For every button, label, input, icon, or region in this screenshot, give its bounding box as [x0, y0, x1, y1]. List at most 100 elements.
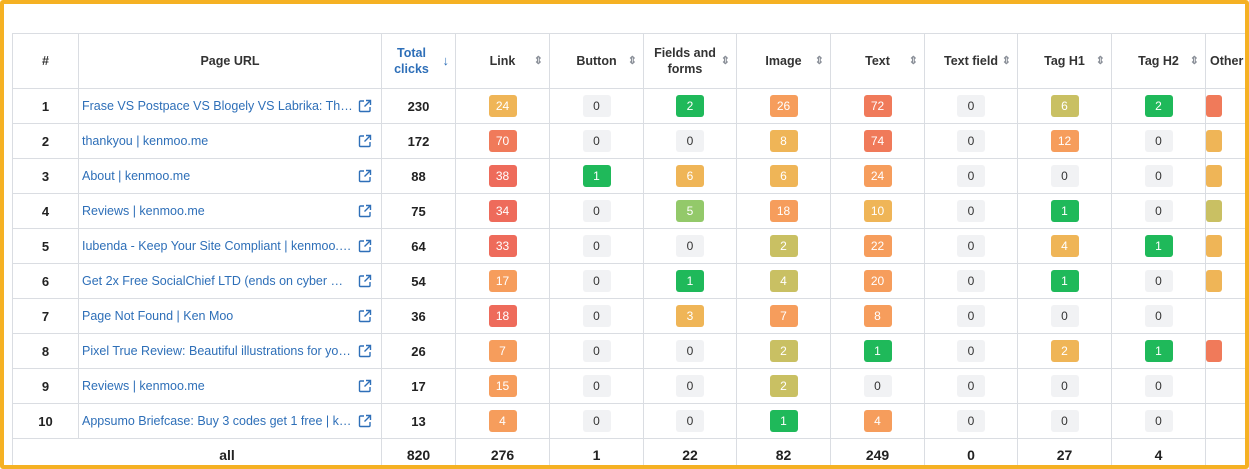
link-badge[interactable]: 18: [488, 305, 517, 327]
sort-updown-icon[interactable]: ⇕: [1095, 55, 1105, 67]
fields-badge[interactable]: 3: [676, 305, 704, 327]
col-header-fields-forms[interactable]: Fields and forms ⇕: [643, 33, 737, 89]
col-header-page-url[interactable]: Page URL: [78, 33, 382, 89]
text-badge[interactable]: 10: [863, 200, 892, 222]
page-url-link[interactable]: Frase VS Postpace VS Blogely VS Labrika:…: [82, 99, 353, 113]
fields-badge[interactable]: 5: [676, 200, 704, 222]
image-badge[interactable]: 8: [769, 130, 798, 152]
link-badge[interactable]: 70: [488, 130, 517, 152]
table-row[interactable]: 8 Pixel True Review: Beautiful illustrati…: [12, 333, 1245, 369]
col-header-button[interactable]: Button ⇕: [549, 33, 644, 89]
sort-updown-icon[interactable]: ⇕: [1001, 55, 1011, 67]
text-field-badge[interactable]: 0: [957, 270, 985, 292]
text-field-badge[interactable]: 0: [957, 340, 985, 362]
fields-badge[interactable]: 1: [676, 270, 704, 292]
external-link-icon[interactable]: [358, 414, 372, 428]
text-badge[interactable]: 22: [863, 235, 892, 257]
text-badge[interactable]: 74: [863, 130, 892, 152]
col-header-tag-h1[interactable]: Tag H1 ⇕: [1017, 33, 1112, 89]
other-badge[interactable]: [1206, 235, 1222, 257]
link-badge[interactable]: 34: [488, 200, 517, 222]
image-badge[interactable]: 4: [769, 270, 798, 292]
sort-updown-icon[interactable]: ⇕: [627, 55, 637, 67]
h2-badge[interactable]: 0: [1144, 200, 1173, 222]
other-badge[interactable]: [1206, 165, 1222, 187]
image-badge[interactable]: 6: [769, 165, 798, 187]
sort-updown-icon[interactable]: ⇕: [1189, 55, 1199, 67]
fields-badge[interactable]: 0: [676, 410, 704, 432]
table-row[interactable]: 4 Reviews | kenmoo.me 75 34 0 5 18 10 0 1 0: [12, 193, 1245, 229]
col-header-link[interactable]: Link ⇕: [455, 33, 550, 89]
image-badge[interactable]: 2: [769, 340, 798, 362]
text-badge[interactable]: 4: [863, 410, 892, 432]
col-header-other[interactable]: Other: [1205, 33, 1245, 89]
table-row[interactable]: 7 Page Not Found | Ken Moo 36 18 0 3 7 8 0 0 0: [12, 298, 1245, 334]
other-badge[interactable]: [1206, 95, 1222, 117]
text-badge[interactable]: 1: [863, 340, 892, 362]
h2-badge[interactable]: 0: [1144, 165, 1173, 187]
external-link-icon[interactable]: [358, 379, 372, 393]
image-badge[interactable]: 26: [769, 95, 798, 117]
h1-badge[interactable]: 4: [1050, 235, 1079, 257]
h2-badge[interactable]: 0: [1144, 270, 1173, 292]
other-badge[interactable]: [1206, 200, 1222, 222]
table-row[interactable]: 3 About | kenmoo.me 88 38 1 6 6 24 0 0 0: [12, 158, 1245, 194]
h2-badge[interactable]: 0: [1144, 130, 1173, 152]
table-row[interactable]: 1 Frase VS Postpace VS Blogely VS Labrika…: [12, 88, 1245, 124]
external-link-icon[interactable]: [358, 169, 372, 183]
other-badge[interactable]: [1206, 130, 1222, 152]
page-url-link[interactable]: Reviews | kenmoo.me: [82, 204, 205, 218]
fields-badge[interactable]: 0: [676, 375, 704, 397]
h1-badge[interactable]: 1: [1050, 200, 1079, 222]
col-header-tag-h2[interactable]: Tag H2 ⇕: [1111, 33, 1206, 89]
table-row[interactable]: 1 0 Appsumo Briefcase: Buy 3 codes get 1 f…: [12, 403, 1245, 439]
external-link-icon[interactable]: [358, 239, 372, 253]
table-row[interactable]: 5 Iubenda - Keep Your Site Compliant | ke…: [12, 228, 1245, 264]
h1-badge[interactable]: 0: [1050, 410, 1079, 432]
h2-badge[interactable]: 0: [1144, 305, 1173, 327]
text-badge[interactable]: 24: [863, 165, 892, 187]
table-row[interactable]: 6 Get 2x Free SocialChief LTD (ends on cy…: [12, 263, 1245, 299]
text-badge[interactable]: 8: [863, 305, 892, 327]
page-url-link[interactable]: Appsumo Briefcase: Buy 3 codes get 1 fre…: [82, 414, 353, 428]
h1-badge[interactable]: 6: [1050, 95, 1079, 117]
page-url-link[interactable]: Get 2x Free SocialChief LTD (ends on cyb…: [82, 274, 353, 288]
fields-badge[interactable]: 0: [676, 340, 704, 362]
page-url-link[interactable]: About | kenmoo.me: [82, 169, 191, 183]
button-badge[interactable]: 0: [582, 235, 611, 257]
col-header-text[interactable]: Text ⇕: [830, 33, 925, 89]
link-badge[interactable]: 33: [488, 235, 517, 257]
external-link-icon[interactable]: [358, 344, 372, 358]
h2-badge[interactable]: 2: [1144, 95, 1173, 117]
fields-badge[interactable]: 0: [676, 235, 704, 257]
text-field-badge[interactable]: 0: [957, 410, 985, 432]
button-badge[interactable]: 0: [582, 375, 611, 397]
h1-badge[interactable]: 1: [1050, 270, 1079, 292]
text-field-badge[interactable]: 0: [957, 305, 985, 327]
button-badge[interactable]: 1: [582, 165, 611, 187]
h1-badge[interactable]: 0: [1050, 165, 1079, 187]
text-field-badge[interactable]: 0: [957, 95, 985, 117]
h2-badge[interactable]: 1: [1144, 235, 1173, 257]
other-badge[interactable]: [1206, 270, 1222, 292]
text-field-badge[interactable]: 0: [957, 375, 985, 397]
external-link-icon[interactable]: [358, 99, 372, 113]
fields-badge[interactable]: 0: [676, 130, 704, 152]
h1-badge[interactable]: 0: [1050, 305, 1079, 327]
text-badge[interactable]: 72: [863, 95, 892, 117]
h2-badge[interactable]: 0: [1144, 410, 1173, 432]
page-url-link[interactable]: Reviews | kenmoo.me: [82, 379, 205, 393]
image-badge[interactable]: 2: [769, 375, 798, 397]
h1-badge[interactable]: 12: [1050, 130, 1079, 152]
text-badge[interactable]: 0: [863, 375, 892, 397]
heatmap-table-container[interactable]: # Page URL Total clicks ↓ Link ⇕ Button ⇕ F…: [12, 33, 1245, 469]
text-field-badge[interactable]: 0: [957, 130, 985, 152]
button-badge[interactable]: 0: [582, 130, 611, 152]
sort-updown-icon[interactable]: ⇕: [814, 55, 824, 67]
image-badge[interactable]: 1: [769, 410, 798, 432]
text-field-badge[interactable]: 0: [957, 200, 985, 222]
external-link-icon[interactable]: [358, 204, 372, 218]
other-badge[interactable]: [1206, 340, 1222, 362]
button-badge[interactable]: 0: [582, 95, 611, 117]
button-badge[interactable]: 0: [582, 410, 611, 432]
